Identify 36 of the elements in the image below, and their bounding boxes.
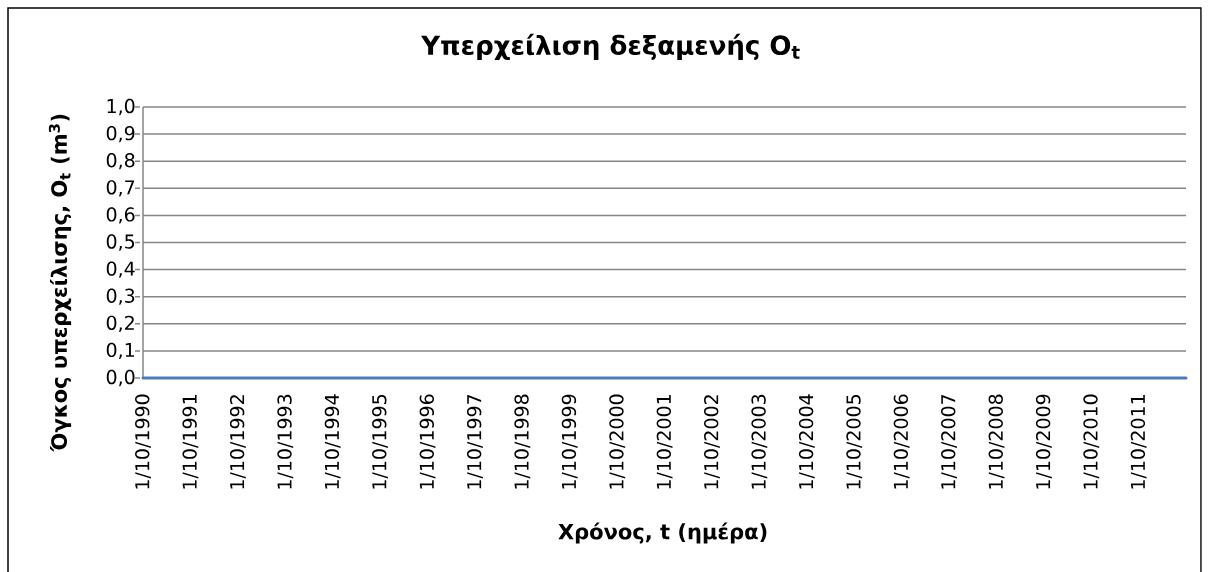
x-tick-label: 1/10/2000 <box>609 394 626 489</box>
x-tick-label: 1/10/1997 <box>466 394 483 489</box>
y-tick-label: 1,0 <box>107 98 135 116</box>
x-tick-label: 1/10/1999 <box>561 394 578 489</box>
x-tick-label: 1/10/1993 <box>277 394 294 489</box>
x-tick-label: 1/10/2010 <box>1083 394 1100 489</box>
x-tick-label: 1/10/2008 <box>988 394 1005 489</box>
x-tick-label: 1/10/2002 <box>704 395 720 489</box>
y-tick-label: 0,5 <box>106 234 135 251</box>
x-tick-label: 1/10/2006 <box>893 394 910 489</box>
x-tick-label: 1/10/2003 <box>751 394 768 489</box>
y-tick-label: 0,0 <box>106 369 135 387</box>
x-tick-label: 1/10/2011 <box>1130 395 1147 489</box>
y-tick-label: 0,3 <box>106 288 135 305</box>
x-tick-label: 1/10/1990 <box>135 394 151 489</box>
chart-title: Υπερχείλιση δεξαμενής O$_{t}$ <box>420 33 800 61</box>
y-tick-label: 0,1 <box>106 342 134 360</box>
y-tick-label: 0,7 <box>106 180 135 197</box>
x-tick-label: 1/10/2007 <box>941 394 957 489</box>
x-tick-label: 1/10/1991 <box>182 395 199 489</box>
x-tick-label: 1/10/2001 <box>656 395 673 489</box>
x-tick-label: 1/10/2005 <box>846 394 863 489</box>
y-tick-label: 0,8 <box>106 153 135 170</box>
y-tick-label: 0,6 <box>106 207 135 224</box>
x-tick-label: 1/10/1992 <box>229 395 246 489</box>
y-tick-label: 0,9 <box>106 125 135 143</box>
y-tick-label: 0,2 <box>106 315 134 332</box>
x-tick-label: 1/10/1995 <box>372 394 388 489</box>
x-tick-label: 1/10/1998 <box>514 394 531 489</box>
x-tick-label: 1/10/1996 <box>419 394 436 489</box>
y-axis-title: Όγκος υπερχείλισης, O$_{t}$ (m$^{3}$) <box>48 114 72 452</box>
x-tick-label: 1/10/2004 <box>798 394 815 489</box>
x-axis-title: Χρόνος, t (ημέρα) <box>558 522 767 544</box>
x-tick-label: 1/10/1994 <box>324 394 341 489</box>
y-tick-label: 0,4 <box>106 261 135 278</box>
x-tick-label: 1/10/2009 <box>1035 394 1052 489</box>
